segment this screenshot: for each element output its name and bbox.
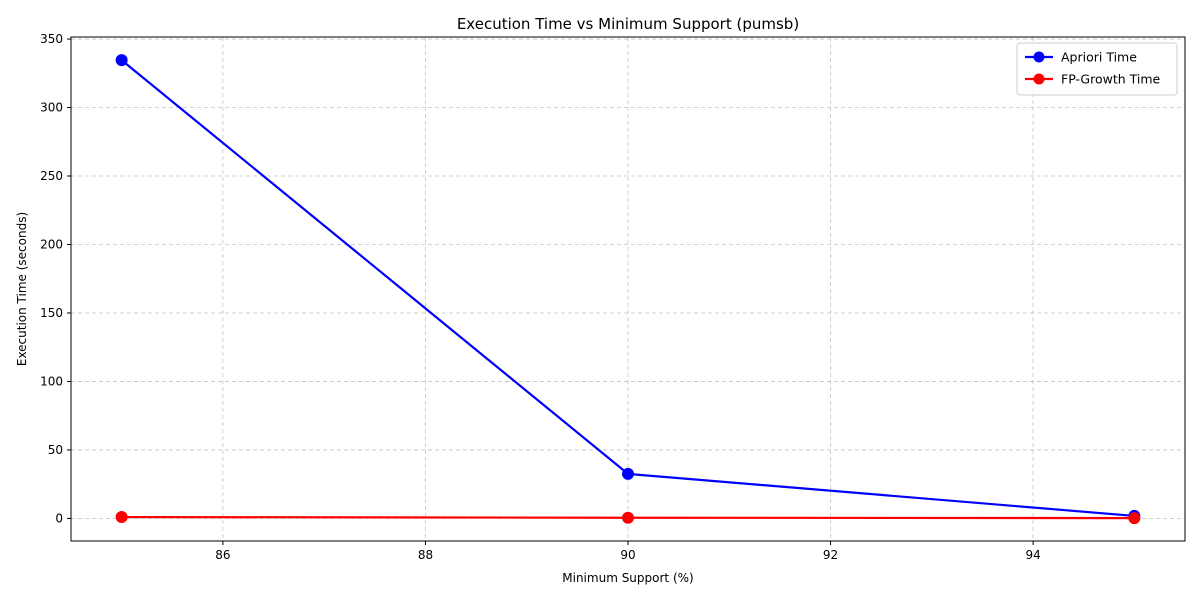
x-axis-title: Minimum Support (%) [562, 571, 693, 585]
x-tick-label: 88 [418, 548, 433, 562]
y-tick-label: 200 [40, 237, 63, 251]
legend-item: Apriori Time [1025, 50, 1137, 65]
legend: Apriori Time FP-Growth Time [1016, 42, 1178, 96]
y-tick-label: 350 [40, 32, 63, 46]
legend-swatch-marker [1033, 51, 1045, 63]
data-point [622, 467, 634, 480]
legend-box [1016, 42, 1178, 96]
data-point [622, 511, 634, 524]
ticks: 86 88 90 92 94 0 50 100 150 200 250 300 350 [40, 32, 1041, 562]
x-tick-label: 86 [215, 548, 230, 562]
legend-swatch-marker [1033, 73, 1045, 85]
x-tick-label: 94 [1025, 548, 1040, 562]
data-point [115, 511, 128, 524]
x-tick-label: 92 [823, 548, 838, 562]
y-tick-label: 0 [55, 511, 63, 525]
y-tick-label: 250 [40, 169, 63, 183]
legend-label: FP-Growth Time [1061, 72, 1161, 87]
y-tick-label: 300 [40, 101, 63, 115]
legend-item: FP-Growth Time [1025, 72, 1161, 87]
legend-label: Apriori Time [1061, 50, 1137, 65]
data-point [115, 54, 128, 67]
y-axis-title: Execution Time (seconds) [15, 212, 29, 366]
series-1 [115, 511, 1141, 525]
series-layer [115, 54, 1141, 525]
x-tick-label: 90 [620, 548, 635, 562]
y-tick-label: 100 [40, 374, 63, 388]
chart-title: Execution Time vs Minimum Support (pumsb… [457, 15, 799, 33]
y-tick-label: 150 [40, 306, 63, 320]
y-tick-label: 50 [48, 443, 63, 457]
data-point [1128, 512, 1141, 525]
